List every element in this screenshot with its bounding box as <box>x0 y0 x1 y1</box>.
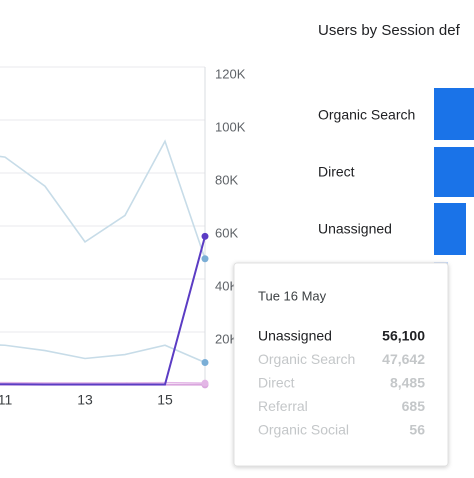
tooltip-value: 56 <box>409 421 425 437</box>
y-tick-label: 120K <box>215 66 246 81</box>
tooltip-date: Tue 16 May <box>258 288 327 303</box>
x-tick-label: 13 <box>77 392 93 408</box>
tooltip-box <box>233 262 449 467</box>
row-label[interactable]: Direct <box>318 164 355 180</box>
bar <box>434 203 466 255</box>
y-tick-label: 40K <box>215 278 238 293</box>
hover-dot <box>201 379 209 387</box>
hover-dot <box>201 255 209 263</box>
y-tick-label: 100K <box>215 119 246 134</box>
series-line <box>0 139 206 260</box>
tooltip-value: 56,100 <box>382 328 425 344</box>
x-tick-label: 11 <box>0 392 12 408</box>
tooltip-series: Organic Search <box>258 351 355 367</box>
tooltip: Tue 16 May Unassigned 56,100 Organic Searc… <box>233 262 449 467</box>
series-line <box>0 344 206 364</box>
bar <box>434 88 474 140</box>
y-tick-label: 80K <box>215 172 238 187</box>
panel-title: Users by Session def <box>318 22 461 39</box>
hover-dot <box>201 359 209 367</box>
series-line <box>0 236 206 386</box>
chart: 20K 40K 60K 80K 100K 120K 11 13 15 <box>0 66 246 408</box>
y-tick-label: 60K <box>215 225 238 240</box>
series-line <box>0 381 206 384</box>
tooltip-series: Unassigned <box>258 328 332 344</box>
hover-dot <box>201 232 209 240</box>
tooltip-value: 8,485 <box>390 375 425 391</box>
bar <box>434 147 474 197</box>
row-label[interactable]: Organic Search <box>318 107 415 123</box>
tooltip-series: Direct <box>258 375 295 391</box>
y-tick-label: 20K <box>215 331 238 346</box>
tooltip-series: Organic Social <box>258 421 349 437</box>
x-tick-label: 15 <box>157 392 173 408</box>
tooltip-value: 47,642 <box>382 351 425 367</box>
tooltip-series: Referral <box>258 398 308 414</box>
tooltip-value: 685 <box>402 398 426 414</box>
row-label[interactable]: Unassigned <box>318 221 392 237</box>
